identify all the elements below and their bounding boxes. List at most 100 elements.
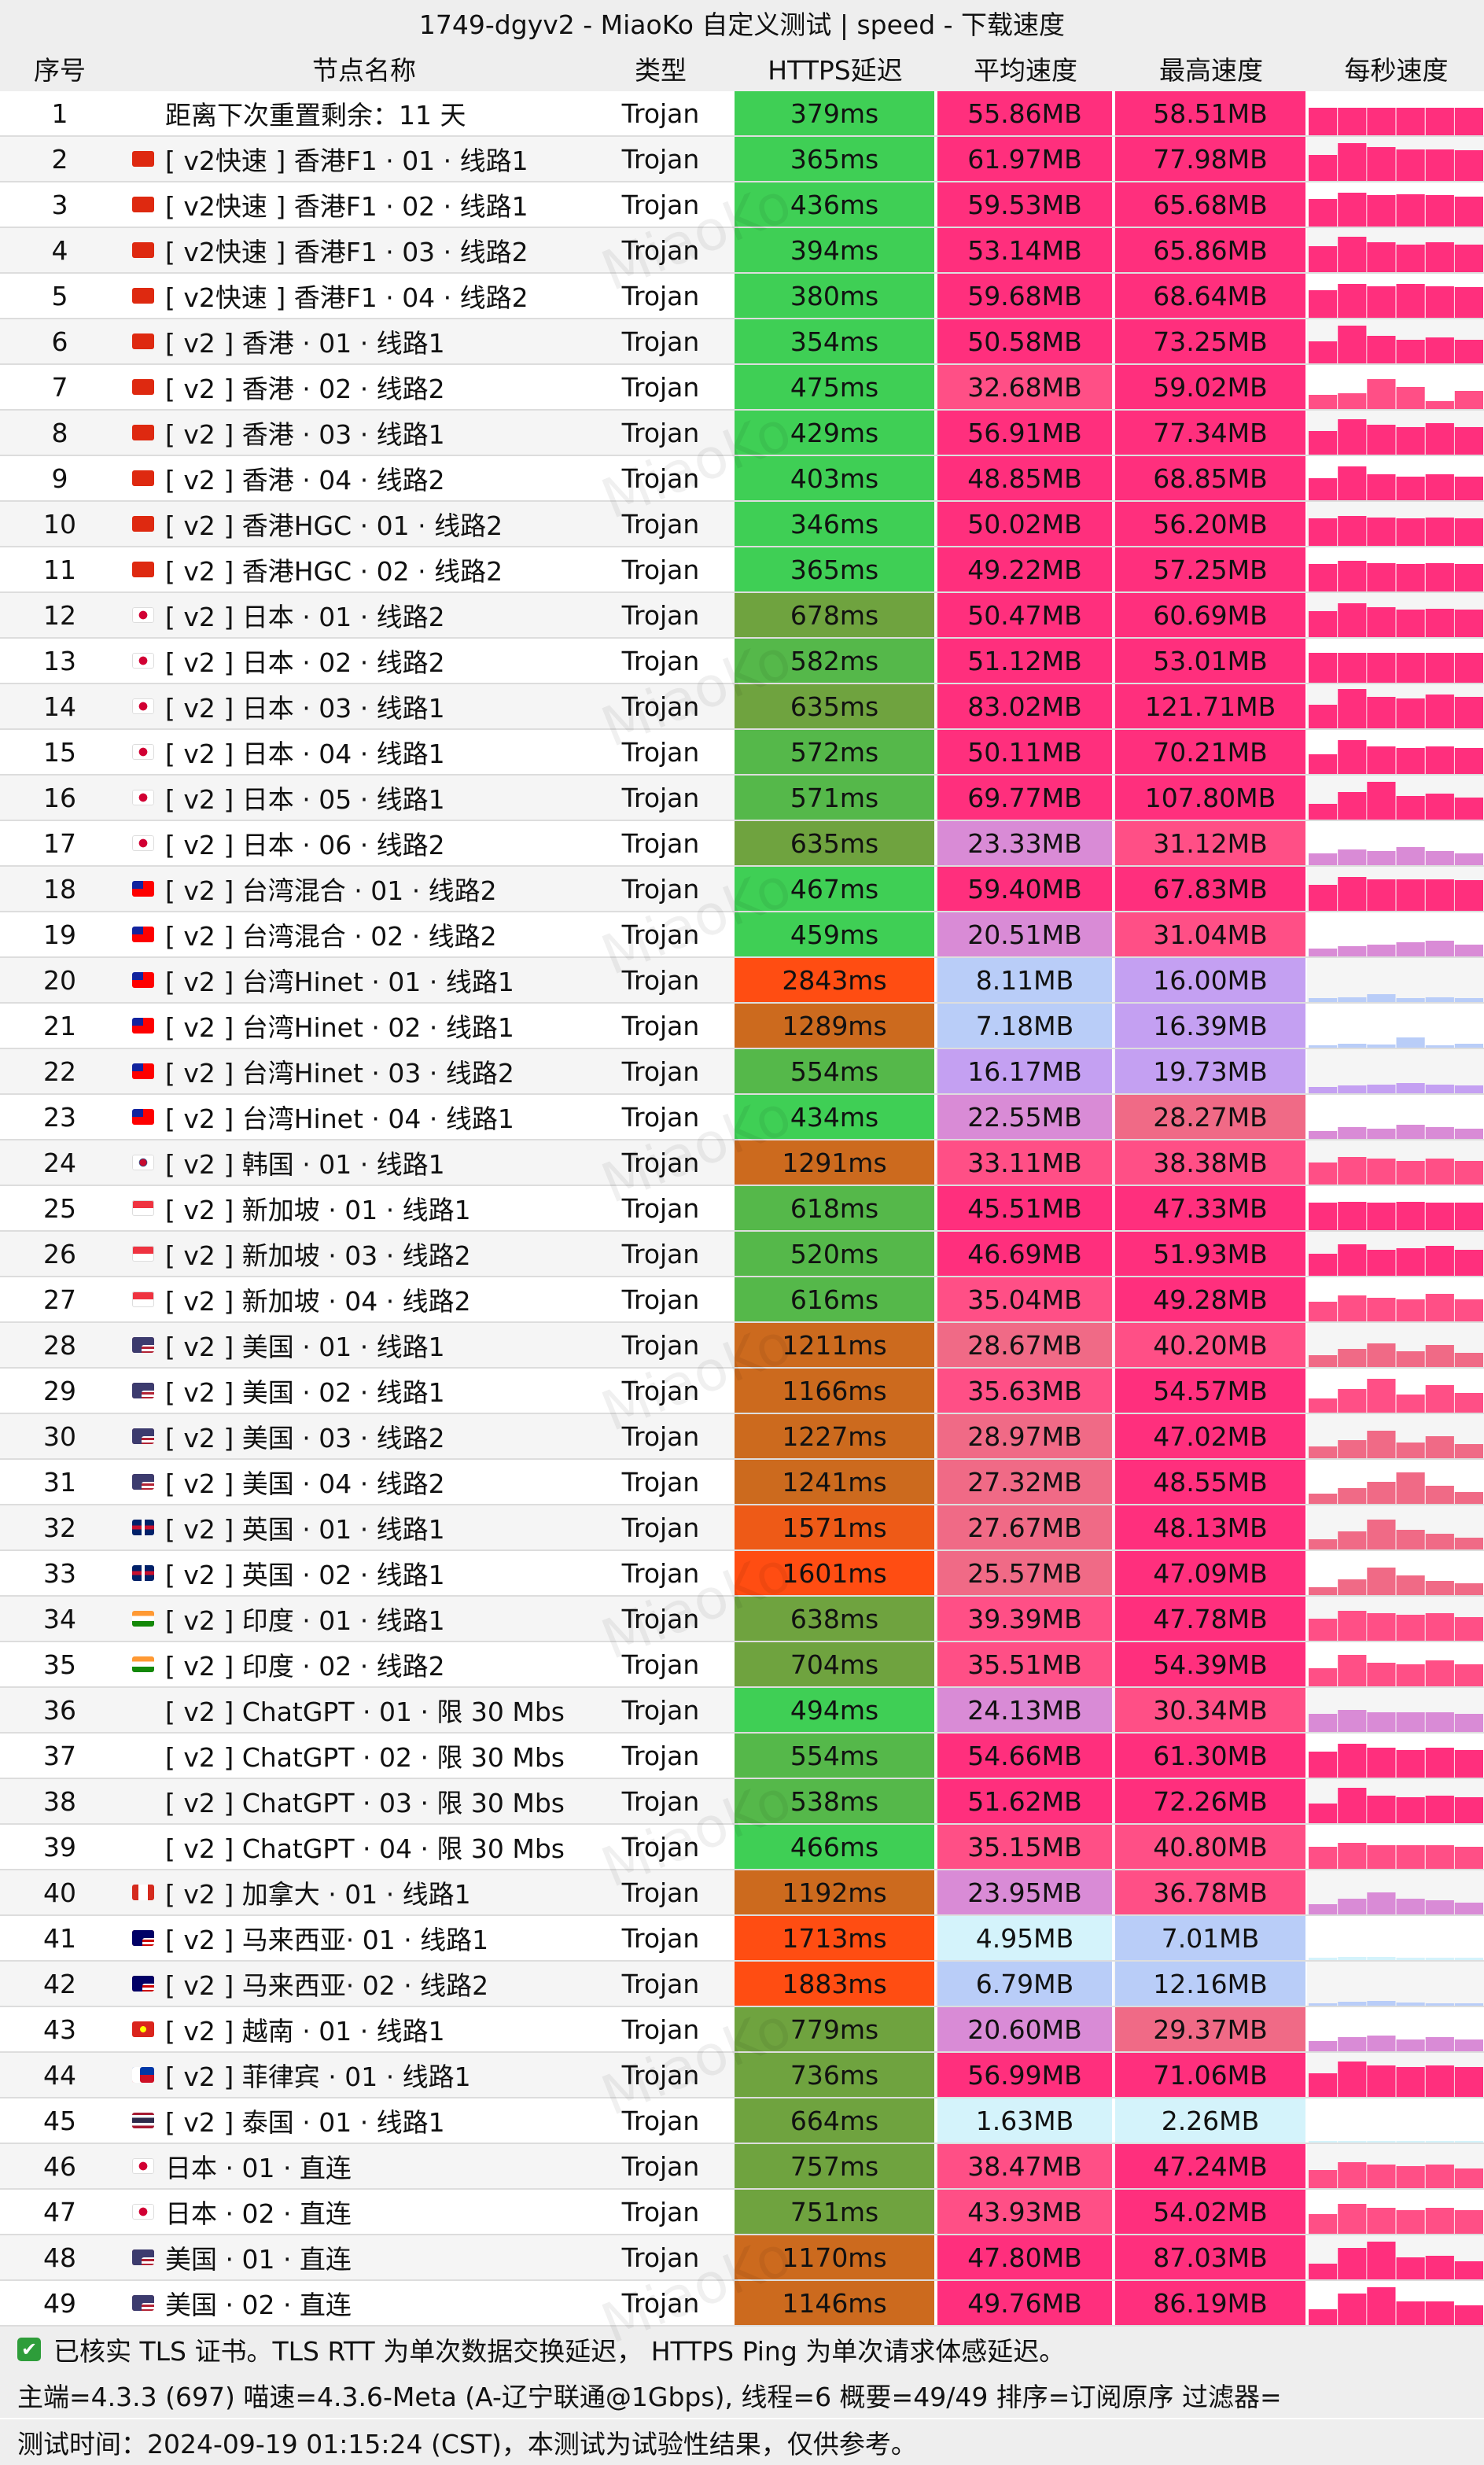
flag-kr-icon: [132, 1155, 154, 1170]
sparkline-chart: [1309, 1202, 1483, 1230]
sparkline-bar: [1396, 1248, 1425, 1276]
https-latency: 365ms: [735, 547, 936, 591]
row-index: 42: [43, 1968, 76, 1999]
max-speed: 2.26MB: [1115, 2098, 1307, 2143]
https-latency: 1883ms: [735, 1962, 936, 2006]
table-row: 23 [ v2 ] 台湾Hinet · 04 · 线路1 Trojan 434ms 22…: [0, 1095, 1484, 1140]
row-index: 43: [43, 2014, 76, 2045]
per-second-sparkline: [1309, 1916, 1484, 1960]
https-latency: 467ms: [735, 867, 936, 911]
avg-speed: 53.14MB: [937, 228, 1114, 272]
https-latency: 751ms: [735, 2190, 936, 2234]
node-type: Trojan: [621, 2287, 700, 2319]
sparkline-bar: [1338, 143, 1367, 181]
sparkline-bar: [1454, 287, 1483, 318]
sparkline-bar: [1425, 851, 1454, 865]
sparkline-bar: [1367, 336, 1396, 363]
row-index: 11: [43, 554, 76, 585]
test-time: 测试时间：2024-09-19 01:15:24 (CST)，本测试为试验性结果…: [0, 2419, 1484, 2465]
sparkline-bar: [1425, 794, 1454, 820]
table-row: 33 [ v2 ] 英国 · 02 · 线路1 Trojan 1601ms 25.57M…: [0, 1551, 1484, 1597]
sparkline-bar: [1338, 284, 1367, 318]
node-type: Trojan: [621, 1010, 700, 1041]
sparkline-bar: [1338, 2248, 1367, 2279]
node-name: [ v2 ] ChatGPT · 04 · 限 30 Mbs: [132, 1825, 596, 1869]
sparkline-bar: [1396, 477, 1425, 500]
sparkline-chart: [1309, 1037, 1483, 1048]
sparkline-bar: [1309, 1446, 1338, 1458]
https-latency: 1170ms: [735, 2235, 936, 2279]
node-name: [ v2 ] 印度 · 01 · 线路1: [132, 1597, 596, 1641]
table-row: 42 [ v2 ] 马来西亚· 02 · 线路2 Trojan 1883ms 6.79M…: [0, 1962, 1484, 2007]
sparkline-bar: [1338, 193, 1367, 227]
node-name: [ v2 ] 台湾Hinet · 04 · 线路1: [132, 1095, 596, 1139]
row-index: 1: [51, 98, 68, 129]
sparkline-bar: [1396, 108, 1425, 135]
sparkline-bar: [1396, 1125, 1425, 1139]
sparkline-bar: [1396, 284, 1425, 318]
node-name: [ v2 ] 香港HGC · 01 · 线路2: [132, 502, 596, 546]
avg-speed: 35.15MB: [937, 1825, 1114, 1869]
avg-speed: 1.63MB: [937, 2098, 1114, 2143]
sparkline-bar: [1454, 245, 1483, 272]
https-latency: 572ms: [735, 730, 936, 774]
node-name-text: [ v2 ] 英国 · 02 · 线路1: [165, 1560, 445, 1590]
node-type: Trojan: [621, 280, 700, 311]
avg-speed: 50.02MB: [937, 502, 1114, 546]
node-name-text: [ v2快速 ] 香港F1 · 03 · 线路2: [165, 237, 528, 267]
sparkline-bar: [1425, 1900, 1454, 1914]
avg-speed: 33.11MB: [937, 1140, 1114, 1185]
sparkline-bar: [1454, 2210, 1483, 2234]
sparkline-bar: [1396, 1797, 1425, 1823]
sparkline-bar: [1454, 610, 1483, 637]
avg-speed: 23.33MB: [937, 821, 1114, 865]
sparkline-bar: [1425, 1796, 1454, 1823]
sparkline-chart: [1309, 2162, 1483, 2188]
sparkline-chart: [1309, 994, 1483, 1002]
https-latency: 664ms: [735, 2098, 936, 2143]
row-index: 34: [43, 1603, 76, 1634]
max-speed: 57.25MB: [1115, 547, 1307, 591]
avg-speed: 51.12MB: [937, 639, 1114, 683]
sparkline-bar: [1367, 1796, 1396, 1823]
node-name-text: [ v2 ] 马来西亚· 01 · 线路1: [165, 1925, 489, 1955]
max-speed: 87.03MB: [1115, 2235, 1307, 2279]
sparkline-bar: [1425, 195, 1454, 227]
sparkline-bar: [1396, 245, 1425, 272]
sparkline-bar: [1454, 798, 1483, 820]
table-row: 49 美国 · 02 · 直连 Trojan 1146ms 49.76MB 86.19MB: [0, 2281, 1484, 2327]
max-speed: 65.68MB: [1115, 182, 1307, 227]
sparkline-bar: [1367, 1748, 1396, 1778]
https-latency: 2843ms: [735, 958, 936, 1002]
avg-speed: 49.76MB: [937, 2281, 1114, 2325]
https-latency: 1227ms: [735, 1414, 936, 1458]
sparkline-bar: [1425, 1085, 1454, 1093]
per-second-sparkline: [1309, 1232, 1484, 1276]
node-name-text: [ v2 ] 香港 · 03 · 线路1: [165, 419, 445, 450]
node-name-text: [ v2 ] 香港HGC · 02 · 线路2: [165, 556, 503, 587]
sparkline-bar: [1367, 782, 1396, 820]
sparkline-bar: [1338, 2162, 1367, 2188]
sparkline-bar: [1425, 563, 1454, 591]
node-type: Trojan: [621, 1694, 700, 1726]
sparkline-bar: [1396, 1575, 1425, 1595]
sparkline-bar: [1338, 516, 1367, 546]
sparkline-bar: [1367, 1379, 1396, 1413]
table-row: 29 [ v2 ] 美国 · 02 · 线路1 Trojan 1166ms 35.63M…: [0, 1369, 1484, 1414]
sparkline-bar: [1367, 1085, 1396, 1093]
test-meta: 主端=4.3.3 (697) 喵速=4.3.6-Meta (A-辽宁联通@1Gb…: [0, 2372, 1484, 2418]
flag-ca-icon: [132, 1885, 154, 1900]
https-latency: 779ms: [735, 2007, 936, 2051]
table-row: 18 [ v2 ] 台湾混合 · 01 · 线路2 Trojan 467ms 59.40…: [0, 867, 1484, 912]
node-name: [ v2 ] 马来西亚· 01 · 线路1: [132, 1916, 596, 1960]
row-index: 22: [43, 1056, 76, 1087]
node-name: [ v2 ] 台湾Hinet · 02 · 线路1: [132, 1004, 596, 1048]
max-speed: 71.06MB: [1115, 2053, 1307, 2097]
sparkline-bar: [1338, 1899, 1367, 1914]
row-index: 47: [43, 2196, 76, 2227]
sparkline-bar: [1454, 1044, 1483, 1048]
node-name-text: [ v2 ] 马来西亚· 02 · 线路2: [165, 1970, 489, 2001]
sparkline-bar: [1425, 286, 1454, 318]
sparkline-bar: [1396, 2166, 1425, 2188]
sparkline-bar: [1425, 2003, 1454, 2006]
